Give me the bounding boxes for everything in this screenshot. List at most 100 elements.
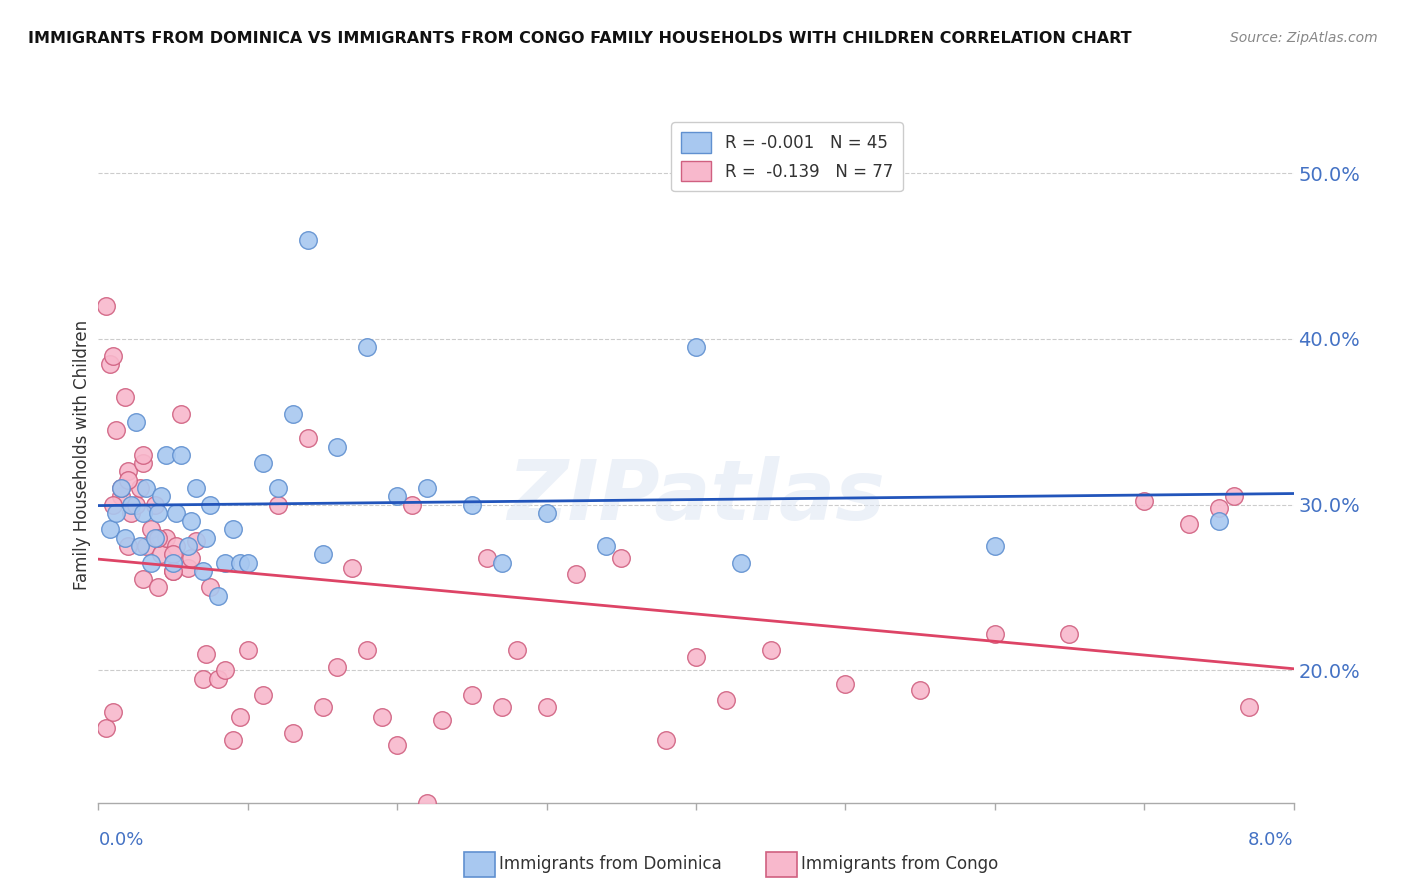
Point [281, 726, 304, 740]
Point [103, 498, 125, 512]
Point [565, 567, 588, 582]
Point [110, 481, 132, 495]
Point [385, 738, 409, 752]
Point [105, 506, 128, 520]
Point [371, 709, 394, 723]
Text: Immigrants from Dominica: Immigrants from Dominica [499, 855, 721, 873]
Point [184, 534, 207, 549]
Point [297, 431, 319, 445]
Point [1178, 517, 1201, 532]
Point [114, 390, 136, 404]
Point [114, 531, 136, 545]
Point [132, 506, 155, 520]
Point [222, 732, 245, 747]
Point [194, 647, 218, 661]
Point [267, 498, 290, 512]
Point [117, 465, 139, 479]
Point [184, 481, 207, 495]
Point [129, 539, 152, 553]
Point [297, 233, 319, 247]
Point [229, 709, 252, 723]
Point [148, 531, 170, 545]
Point [536, 506, 558, 520]
Point [132, 572, 155, 586]
Point [169, 407, 191, 421]
Point [139, 556, 162, 570]
Point [401, 498, 423, 512]
Point [135, 481, 157, 495]
Point [908, 683, 931, 698]
Point [139, 523, 162, 537]
Point [1208, 514, 1230, 528]
Point [536, 699, 558, 714]
Point [983, 539, 1005, 553]
Point [281, 407, 304, 421]
Point [491, 556, 513, 570]
Text: ZIPatlas: ZIPatlas [508, 456, 884, 537]
Point [150, 489, 173, 503]
Point [491, 699, 513, 714]
Point [165, 506, 187, 520]
Point [105, 423, 128, 437]
Point [834, 676, 856, 690]
Point [98, 357, 122, 371]
Text: Immigrants from Congo: Immigrants from Congo [801, 855, 998, 873]
Point [416, 481, 439, 495]
Point [177, 560, 200, 574]
Point [236, 556, 259, 570]
Text: 8.0%: 8.0% [1249, 830, 1294, 848]
Point [685, 340, 707, 354]
Point [236, 643, 259, 657]
Point [252, 456, 274, 470]
Point [1208, 500, 1230, 515]
Point [214, 663, 236, 677]
Point [326, 660, 349, 674]
Point [311, 547, 333, 561]
Point [120, 498, 142, 512]
Point [191, 564, 214, 578]
Point [207, 672, 229, 686]
Point [730, 556, 752, 570]
Point [252, 688, 274, 702]
Point [165, 539, 187, 553]
Point [222, 523, 245, 537]
Point [132, 456, 155, 470]
Point [117, 473, 139, 487]
Point [461, 688, 484, 702]
Point [103, 349, 125, 363]
Point [169, 448, 191, 462]
Point [94, 299, 117, 313]
Point [311, 699, 333, 714]
Y-axis label: Family Households with Children: Family Households with Children [73, 320, 91, 590]
Text: 0.0%: 0.0% [98, 830, 143, 848]
Point [155, 448, 177, 462]
Point [155, 531, 177, 545]
Point [125, 415, 148, 429]
Point [342, 560, 364, 574]
Point [191, 672, 214, 686]
Point [1222, 489, 1246, 503]
Point [1133, 494, 1156, 508]
Point [143, 498, 166, 512]
Point [356, 340, 378, 354]
Point [356, 643, 378, 657]
Point [326, 440, 349, 454]
Point [200, 498, 222, 512]
Point [194, 531, 218, 545]
Point [200, 581, 222, 595]
Point [135, 539, 157, 553]
Point [103, 705, 125, 719]
Point [983, 627, 1005, 641]
Text: Source: ZipAtlas.com: Source: ZipAtlas.com [1230, 31, 1378, 45]
Point [143, 531, 166, 545]
Point [267, 481, 290, 495]
Point [1237, 699, 1260, 714]
Point [1059, 627, 1081, 641]
Point [150, 547, 173, 561]
Point [506, 643, 529, 657]
Point [685, 650, 707, 665]
Point [94, 721, 117, 735]
Point [180, 550, 202, 565]
Legend: R = -0.001   N = 45, R =  -0.139   N = 77: R = -0.001 N = 45, R = -0.139 N = 77 [671, 122, 903, 191]
Point [117, 539, 139, 553]
